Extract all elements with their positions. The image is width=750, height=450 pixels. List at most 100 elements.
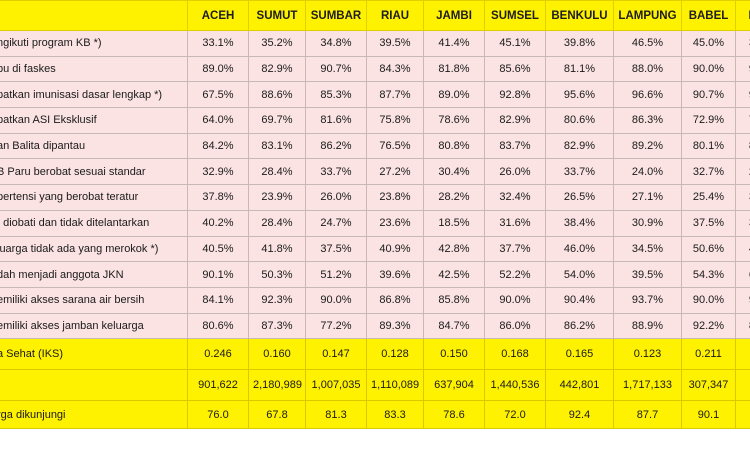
table-cell: 90.1: [681, 400, 736, 430]
table-cell: 95.1%: [735, 286, 750, 314]
table-cell: 90.4%: [545, 286, 614, 314]
table-cell: 95.6%: [545, 81, 614, 109]
table-cell: 1,007,035: [305, 369, 367, 402]
table-cell: 901,622: [187, 369, 249, 402]
table-cell: 88.6%: [248, 81, 306, 109]
table-cell: 83.7%: [484, 132, 546, 160]
table-cell: 637,904: [423, 369, 485, 402]
table-row: B Paru berobat sesuai standar 32.9% 28.4% 3…: [0, 158, 750, 186]
table-cell: 86.8%: [366, 286, 424, 314]
table-cell: 54.3%: [681, 261, 736, 288]
table-cell: 307,347: [681, 369, 736, 402]
column-header: BENKULU: [545, 0, 614, 31]
column-header: SUMBAR: [305, 0, 367, 31]
table-cell: 33.1%: [187, 30, 249, 57]
table-cell: 32.9%: [187, 158, 249, 186]
table-cell: 90.1%: [187, 261, 249, 288]
table-cell: 85.3%: [305, 81, 367, 109]
indicator-table: ACEH SUMUT SUMBAR RIAU JAMBI SUMSEL BENK…: [0, 0, 750, 430]
table-cell: 77.2%: [305, 312, 367, 340]
table-cell: 42.5%: [423, 261, 485, 288]
table-row: rga dikunjungi 76.0 67.8 81.3 83.3 78.6 72.0 92…: [0, 400, 750, 430]
table-cell: 33.7%: [305, 158, 367, 186]
header-label-cell: [0, 0, 188, 31]
table-cell: 69.7%: [248, 107, 306, 134]
table-cell: 96.6%: [613, 81, 682, 109]
row-label: an Balita dipantau: [0, 132, 188, 160]
table-cell: 33.1%: [735, 184, 750, 211]
table-cell: 92.4: [545, 400, 614, 430]
table-row: 901,622 2,180,989 1,007,035 1,110,089 637,90…: [0, 369, 750, 402]
table-cell: 23.9%: [248, 184, 306, 211]
header-row: ACEH SUMUT SUMBAR RIAU JAMBI SUMSEL BENK…: [0, 0, 750, 31]
table-cell: 90.0%: [681, 55, 736, 83]
table-cell: 64.0%: [187, 107, 249, 134]
row-label: ngikuti program KB *): [0, 30, 188, 57]
table-cell: 76.0: [187, 400, 249, 430]
table-cell: 82.9%: [545, 132, 614, 160]
table-row: patkan imunisasi dasar lengkap *) 67.5% 88…: [0, 81, 750, 109]
table-cell: 1,440,536: [484, 369, 546, 402]
table-cell: 26.5%: [545, 184, 614, 211]
table-cell: 0.25: [735, 338, 750, 371]
table-cell: 82.0: [735, 400, 750, 430]
table-row: luarga tidak ada yang merokok *) 40.5% 41.…: [0, 235, 750, 263]
row-label: bu di faskes: [0, 55, 188, 83]
table-cell: 45.1%: [484, 30, 546, 57]
table-row: . diobati dan tidak ditelantarkan 40.2% 28…: [0, 209, 750, 237]
table-cell: 23.6%: [366, 209, 424, 237]
table-cell: 87.7%: [366, 81, 424, 109]
table-cell: 72.9%: [681, 107, 736, 134]
table-cell: 40.5%: [187, 235, 249, 263]
table-cell: 29.8%: [735, 158, 750, 186]
table-row: emiliki akses jamban keluarga 80.6% 87.3% 7…: [0, 312, 750, 340]
table-cell: 67.5%: [187, 81, 249, 109]
table-row: bu di faskes 89.0% 82.9% 90.7% 84.3% 81.8% 85.…: [0, 55, 750, 83]
row-label: luarga tidak ada yang merokok *): [0, 235, 188, 263]
table-cell: 83.3: [366, 400, 424, 430]
table-cell: 87.7: [613, 400, 682, 430]
table-cell: 0.160: [248, 338, 306, 371]
table-cell: 0.147: [305, 338, 367, 371]
table-cell: 37.5%: [681, 209, 736, 237]
table-cell: 80.6%: [187, 312, 249, 340]
table-cell: 90.0%: [681, 286, 736, 314]
table-cell: 92.8%: [484, 81, 546, 109]
table-row: an Balita dipantau 84.2% 83.1% 86.2% 76.5% 80…: [0, 132, 750, 160]
table-cell: 0.165: [545, 338, 614, 371]
table-cell: 41.4%: [423, 30, 485, 57]
table-cell: 88.9%: [613, 312, 682, 340]
table-cell: 52.2%: [484, 261, 546, 288]
table-cell: 39.8%: [545, 30, 614, 57]
table-cell: 30.4%: [735, 209, 750, 237]
table-cell: 47.5%: [735, 235, 750, 263]
table-cell: 78.6%: [423, 107, 485, 134]
table-cell: 31.6%: [484, 209, 546, 237]
table-cell: 84.7%: [423, 312, 485, 340]
table-cell: 82.9%: [248, 55, 306, 83]
table-cell: 84.1%: [187, 286, 249, 314]
table-row: dah menjadi anggota JKN 90.1% 50.3% 51.2% 39…: [0, 261, 750, 288]
table-cell: 81.1%: [545, 55, 614, 83]
table-row: emiliki akses sarana air bersih 84.1% 92.3…: [0, 286, 750, 314]
table-cell: 42.8%: [423, 235, 485, 263]
table-cell: 0.150: [423, 338, 485, 371]
table-cell: 75.8%: [366, 107, 424, 134]
table-cell: 0.246: [187, 338, 249, 371]
table-cell: 90.7%: [681, 81, 736, 109]
table-row: patkan ASI Eksklusif 64.0% 69.7% 81.6% 75.8%…: [0, 107, 750, 134]
table-cell: 92.3%: [248, 286, 306, 314]
table-cell: 41.8%: [248, 235, 306, 263]
table-cell: 51.2%: [305, 261, 367, 288]
table-cell: 88.9%: [735, 312, 750, 340]
table-cell: 89.0%: [187, 55, 249, 83]
table-row: a Sehat (IKS) 0.246 0.160 0.147 0.128 0.150 0.…: [0, 338, 750, 371]
table-cell: 34.8%: [305, 30, 367, 57]
table-cell: 30.9%: [613, 209, 682, 237]
table-cell: 24.0%: [613, 158, 682, 186]
column-header: BABEL: [681, 0, 736, 31]
table-cell: 76.5%: [366, 132, 424, 160]
table-cell: 67.8: [248, 400, 306, 430]
table-cell: 45.0%: [681, 30, 736, 57]
